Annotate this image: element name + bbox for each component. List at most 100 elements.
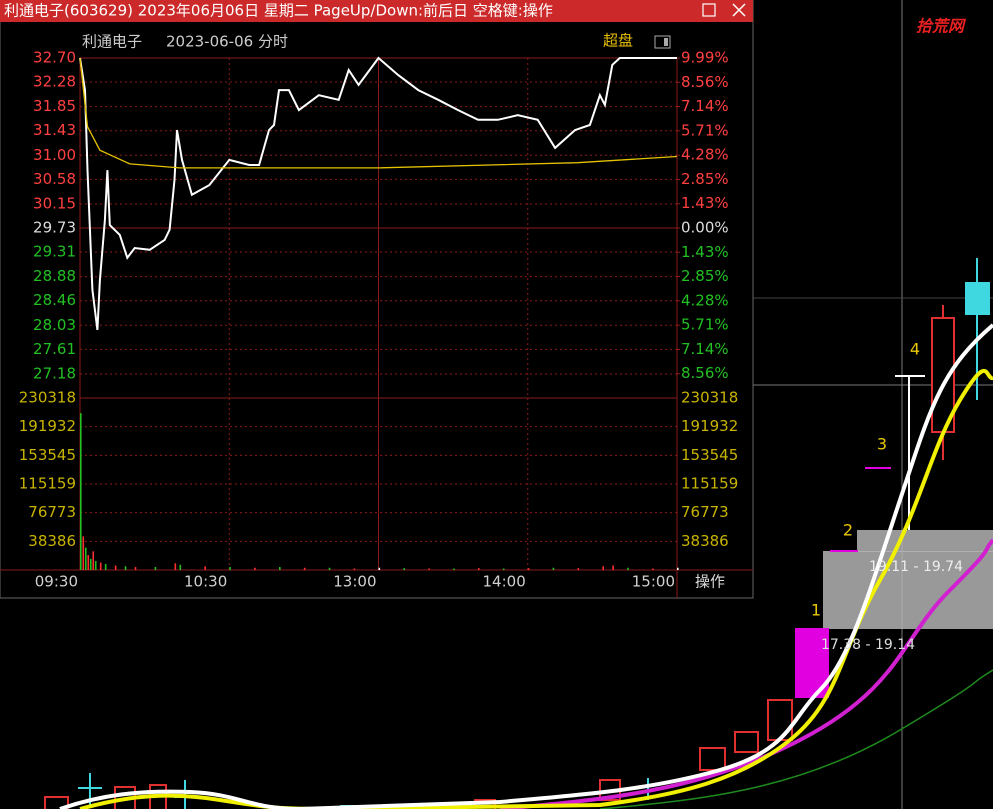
- y-tick-label: 31.85: [33, 97, 76, 115]
- x-tick-label: 10:30: [184, 573, 227, 591]
- y-tick-label: 30.15: [33, 194, 76, 212]
- volume-bar: [403, 568, 405, 570]
- volume-bar: [602, 566, 604, 570]
- volume-bar: [328, 567, 331, 570]
- range-box: [857, 530, 993, 552]
- volume-bar: [134, 567, 137, 570]
- y-tick-label: 28.46: [33, 291, 76, 309]
- x-tick-label: 14:00: [483, 573, 526, 591]
- volume-bar: [552, 567, 555, 570]
- y2-tick-label: 5.71%: [681, 121, 729, 139]
- y2-tick-label: 2.85%: [681, 267, 729, 285]
- volume-bar: [577, 568, 580, 570]
- y-tick-label: 31.43: [33, 121, 76, 139]
- popup-window: 利通电子(603629) 2023年06月06日 星期二 PageUp/Down…: [0, 0, 754, 599]
- volume-bar: [99, 562, 102, 570]
- annotation: 3: [877, 435, 887, 454]
- volume-bar: [303, 567, 306, 570]
- y2-tick-label: 191932: [681, 417, 738, 435]
- range-label: 17.38 - 19.14: [821, 637, 915, 653]
- range-box: [823, 551, 993, 629]
- y2-tick-label: 230318: [681, 389, 738, 407]
- volume-bar: [612, 565, 614, 570]
- y2-tick-label: 1.43%: [681, 194, 729, 212]
- volume-bar: [478, 568, 480, 570]
- y-tick-label: 29.73: [33, 219, 76, 237]
- action-button[interactable]: 操作: [695, 573, 725, 591]
- close-button[interactable]: [732, 3, 746, 17]
- volume-bar: [254, 567, 256, 570]
- y-tick-label: 153545: [19, 446, 76, 464]
- volume-bar: [677, 567, 679, 570]
- y-tick-label: 115159: [19, 475, 76, 493]
- y2-tick-label: 5.71%: [681, 316, 729, 334]
- candle: [699, 747, 726, 771]
- candle: [44, 796, 69, 809]
- stock-name: 利通电子: [82, 33, 142, 51]
- y-tick-label: 32.28: [33, 73, 76, 91]
- y-tick-label: 31.00: [33, 146, 76, 164]
- volume-bar: [627, 567, 629, 570]
- ma-line: [599, 669, 993, 809]
- panel-icon[interactable]: [654, 35, 671, 49]
- annotation: 1: [811, 601, 821, 620]
- volume-bar: [154, 567, 157, 570]
- volume-bar: [80, 413, 82, 570]
- y2-tick-label: 8.56%: [681, 364, 729, 382]
- y-tick-label: 27.18: [33, 364, 76, 382]
- volume-bar: [527, 568, 530, 570]
- volume-bar: [94, 561, 97, 570]
- maximize-button[interactable]: [702, 3, 716, 17]
- candle: [965, 282, 990, 315]
- volume-bar: [229, 567, 231, 570]
- volume-bar: [204, 566, 206, 570]
- ma-line: [79, 369, 993, 809]
- y-tick-label: 28.88: [33, 267, 76, 285]
- volume-bar: [652, 568, 654, 570]
- price-line: [79, 56, 677, 331]
- ma-line: [499, 538, 993, 809]
- volume-bar: [428, 568, 430, 570]
- y-tick-label: 29.31: [33, 243, 76, 261]
- range-label: 19.11 - 19.74: [869, 559, 963, 575]
- volume-bar: [378, 567, 381, 570]
- y2-tick-label: 76773: [681, 503, 729, 521]
- y2-tick-label: 153545: [681, 446, 738, 464]
- y2-tick-label: 0.00%: [681, 219, 729, 237]
- watermark: 拾荒网: [916, 17, 967, 36]
- price-line: [79, 57, 678, 169]
- window-title: 利通电子(603629) 2023年06月06日 星期二 PageUp/Down…: [4, 2, 553, 20]
- volume-bar: [179, 564, 182, 570]
- panel-icon: [664, 38, 668, 46]
- volume-bar: [279, 567, 281, 570]
- y2-tick-label: 9.99%: [681, 49, 729, 67]
- x-tick-label: 15:00: [632, 573, 675, 591]
- volume-bar: [114, 565, 117, 570]
- y-tick-label: 27.61: [33, 340, 76, 358]
- volume-bar: [87, 555, 90, 570]
- volume-bar: [89, 558, 92, 570]
- y2-tick-label: 7.14%: [681, 340, 729, 358]
- volume-bar: [124, 566, 127, 570]
- y2-tick-label: 38386: [681, 532, 729, 550]
- y2-tick-label: 4.28%: [681, 146, 729, 164]
- x-tick-label: 13:00: [333, 573, 376, 591]
- y-tick-label: 28.03: [33, 316, 76, 334]
- volume-bar: [353, 568, 356, 570]
- title-bar: [0, 0, 753, 22]
- background-chart: 拾荒网 1 2 3 4 17.38 - 19.14 19.11 - 19.74: [44, 0, 993, 809]
- y2-tick-label: 115159: [681, 475, 738, 493]
- y2-tick-label: 2.85%: [681, 170, 729, 188]
- volume-bar: [453, 568, 455, 570]
- ma-line: [59, 323, 993, 809]
- volume-bar: [502, 568, 505, 570]
- y-tick-label: 191932: [19, 417, 76, 435]
- volume-bar: [174, 563, 177, 570]
- y2-tick-label: 7.14%: [681, 97, 729, 115]
- mode-label[interactable]: 超盘: [603, 32, 633, 50]
- y-tick-label: 30.58: [33, 170, 76, 188]
- date-label: 2023-06-06 分时: [166, 33, 288, 51]
- y-tick-label: 230318: [19, 389, 76, 407]
- y-tick-label: 38386: [28, 532, 76, 550]
